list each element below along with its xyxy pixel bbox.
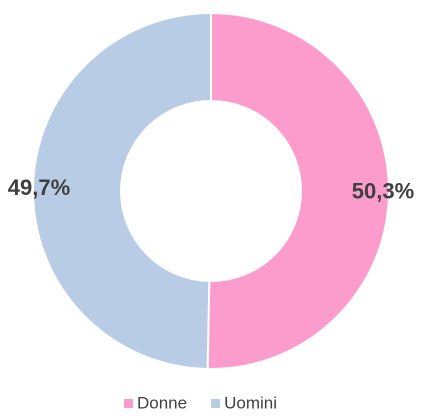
legend-swatch <box>211 399 221 408</box>
value-label: 49,7% <box>8 175 70 200</box>
legend-label: Donne <box>137 393 187 412</box>
legend-label: Uomini <box>224 393 277 412</box>
slice <box>206 11 390 370</box>
legend-swatch <box>124 399 133 408</box>
slice <box>32 11 212 370</box>
value-label: 50,3% <box>352 178 414 203</box>
